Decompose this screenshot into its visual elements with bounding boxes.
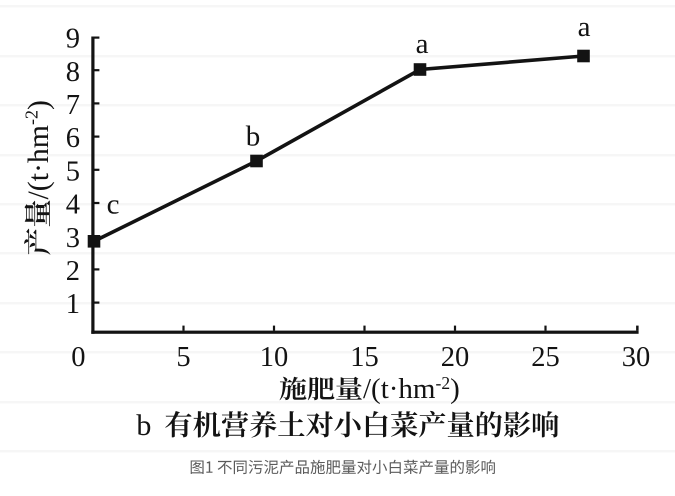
svg-text:a: a <box>578 11 591 43</box>
svg-text:7: 7 <box>66 90 80 121</box>
svg-text:10: 10 <box>260 342 289 373</box>
svg-text:4: 4 <box>66 190 80 221</box>
svg-text:3: 3 <box>66 223 80 254</box>
svg-text:/(t·hm: /(t·hm <box>22 125 55 199</box>
svg-text:30: 30 <box>622 342 651 373</box>
svg-text:): ) <box>450 373 460 405</box>
svg-text:8: 8 <box>66 57 80 88</box>
svg-text:b: b <box>136 409 151 442</box>
svg-text:2: 2 <box>66 256 80 287</box>
svg-text:15: 15 <box>350 342 379 373</box>
svg-text:6: 6 <box>66 123 80 154</box>
svg-text:20: 20 <box>441 342 470 373</box>
svg-text:5: 5 <box>66 156 80 187</box>
svg-text:5: 5 <box>176 342 190 373</box>
svg-text:0: 0 <box>71 342 85 373</box>
svg-text:1: 1 <box>66 289 80 320</box>
svg-text:-2: -2 <box>22 110 42 125</box>
svg-text:a: a <box>416 28 429 60</box>
svg-text:25: 25 <box>531 342 560 373</box>
svg-text:/(t·hm: /(t·hm <box>363 373 436 405</box>
svg-text:): ) <box>22 100 55 110</box>
svg-text:b: b <box>246 121 261 153</box>
svg-text:9: 9 <box>66 24 80 55</box>
svg-text:-2: -2 <box>436 373 451 393</box>
svg-text:c: c <box>107 189 120 221</box>
